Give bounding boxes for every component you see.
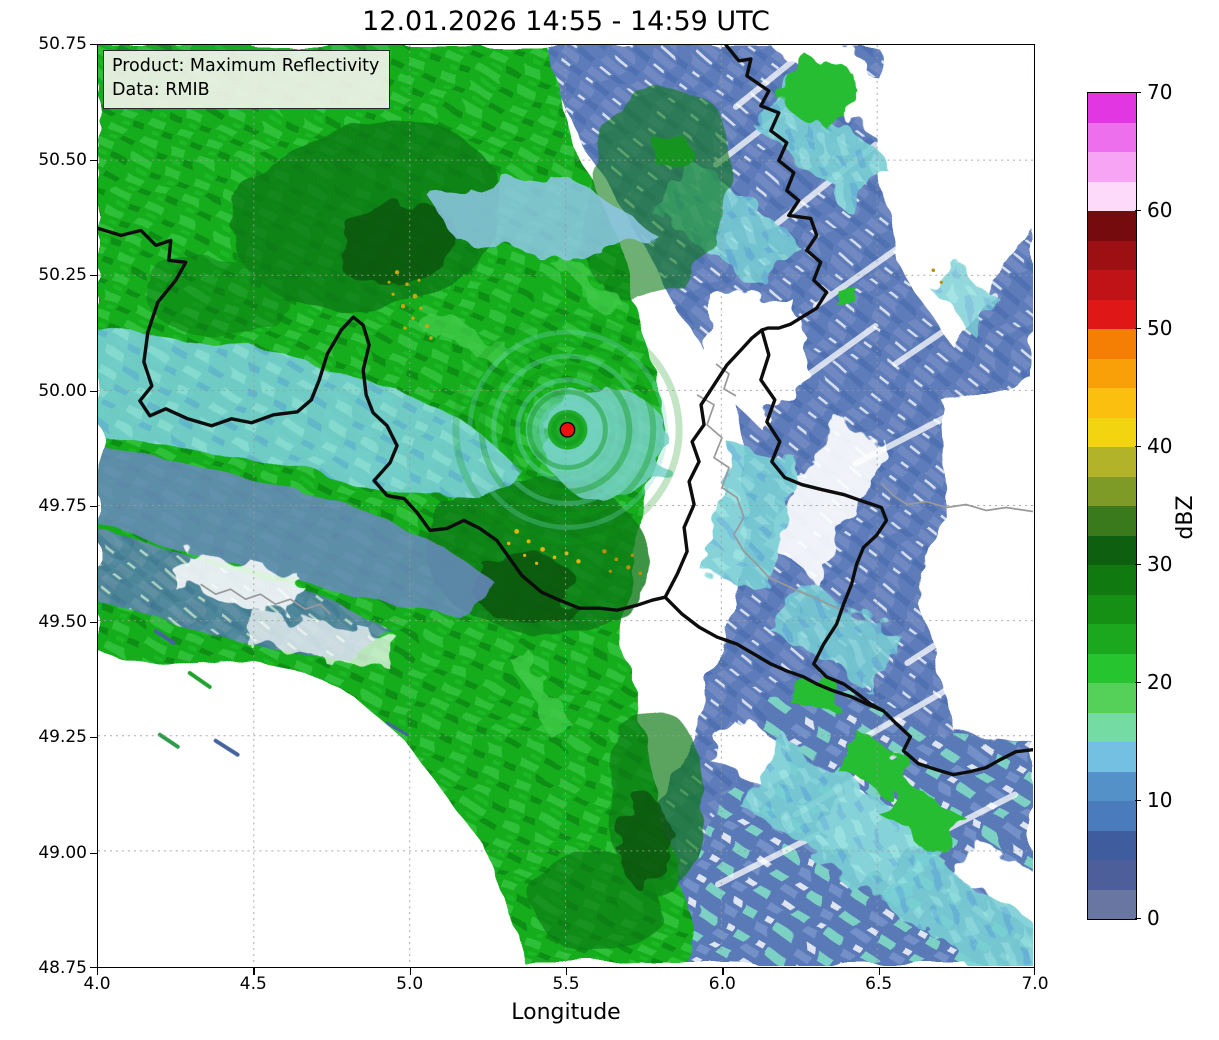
colorbar-tick-mark	[1135, 800, 1141, 802]
colorbar-segment	[1088, 742, 1136, 772]
border-belgium-luxembourg	[663, 328, 764, 599]
colorbar-gradient	[1087, 92, 1137, 920]
x-tick-label: 6.5	[865, 974, 893, 994]
x-tick-label: 4.0	[83, 974, 111, 994]
colorbar-segment	[1088, 624, 1136, 654]
colorbar-tick-label: 20	[1147, 670, 1173, 694]
x-tick-mark	[722, 968, 724, 975]
colorbar-segment	[1088, 447, 1136, 477]
colorbar-tick-label: 10	[1147, 788, 1173, 812]
y-tick-label: 49.00	[38, 842, 87, 863]
cyan-patches	[651, 79, 1033, 966]
x-tick-label: 5.0	[396, 974, 424, 994]
clutter-streaks	[153, 629, 409, 757]
national-borders	[98, 45, 1033, 777]
colorbar-tick-mark	[1135, 564, 1141, 566]
y-tick-label: 50.75	[38, 34, 87, 54]
y-tick-label: 49.50	[38, 611, 87, 632]
colorbar-segment	[1088, 299, 1136, 329]
y-tick-label: 49.25	[38, 727, 87, 747]
data-source-line: Data: RMIB	[112, 79, 210, 100]
colorbar-segment	[1088, 653, 1136, 683]
colorbar-tick-label: 60	[1147, 198, 1173, 222]
product-annotation-box: Product: Maximum Reflectivity Data: RMIB	[103, 50, 391, 110]
x-tick-mark	[878, 968, 881, 975]
colorbar-segment	[1088, 712, 1136, 742]
colorbar-segment	[1088, 683, 1136, 713]
colorbar-segment	[1088, 358, 1136, 388]
x-tick-label: 7.0	[1021, 974, 1049, 994]
x-tick-mark	[97, 968, 99, 975]
product-line: Product: Maximum Reflectivity	[112, 56, 380, 76]
colorbar-tick-label: 70	[1147, 80, 1173, 104]
y-tick-label: 50.25	[38, 265, 87, 285]
colorbar-segment	[1088, 535, 1136, 565]
radar-map: Product: Maximum Reflectivity Data: RMIB	[97, 44, 1035, 968]
y-tick-mark	[90, 506, 97, 508]
x-tick-label: 4.5	[239, 974, 267, 994]
y-tick-label: 50.50	[38, 149, 87, 170]
y-tick-mark	[90, 44, 97, 46]
colorbar-segment	[1088, 771, 1136, 801]
colorbar-segment	[1088, 240, 1136, 270]
colorbar-segment	[1088, 152, 1136, 182]
y-tick-label: 50.00	[38, 380, 87, 401]
border-france-luxembourg	[663, 595, 886, 713]
y-tick-mark	[90, 275, 97, 277]
colorbar-tick-mark	[1135, 918, 1141, 920]
heavy-cell-speckles	[387, 268, 943, 576]
colorbar-segment	[1088, 565, 1136, 595]
reflectivity-field	[98, 45, 1033, 966]
y-tick-label: 49.75	[38, 496, 87, 516]
colorbar-tick-mark	[1135, 682, 1141, 684]
colorbar-segment	[1088, 860, 1136, 890]
x-tick-label: 6.0	[708, 974, 736, 994]
colorbar-tick-mark	[1135, 446, 1141, 448]
radar-site-marker	[559, 421, 576, 438]
colorbar-segment	[1088, 830, 1136, 860]
colorbar-tick-label: 0	[1147, 906, 1160, 930]
colorbar-segment	[1088, 476, 1136, 506]
colorbar-segment	[1088, 122, 1136, 152]
y-tick-mark	[90, 737, 97, 739]
border-france-belgium	[98, 226, 667, 612]
colorbar-segment	[1088, 801, 1136, 831]
colorbar-segment	[1088, 329, 1136, 359]
colorbar-tick-mark	[1135, 92, 1141, 94]
colorbar-segment	[1088, 181, 1136, 211]
border-germany	[724, 45, 1033, 777]
x-tick-label: 5.5	[552, 974, 580, 994]
colorbar-tick-label: 40	[1147, 434, 1173, 458]
x-tick-mark	[1033, 968, 1035, 975]
x-tick-mark	[409, 968, 412, 975]
colorbar-segment	[1088, 889, 1136, 919]
x-tick-mark	[253, 968, 255, 975]
colorbar-segment	[1088, 211, 1136, 241]
y-tick-mark	[90, 390, 97, 392]
y-tick-mark	[90, 852, 97, 854]
colorbar-tick-label: 30	[1147, 552, 1173, 576]
colorbar-segment	[1088, 417, 1136, 447]
y-tick-mark	[90, 159, 97, 161]
y-tick-mark	[90, 966, 97, 968]
colorbar-segment	[1088, 506, 1136, 536]
colorbar-tick-mark	[1135, 328, 1141, 330]
y-tick-label: 48.75	[38, 958, 87, 978]
colorbar-tick-mark	[1135, 210, 1141, 212]
page-title: 12.01.2026 14:55 - 14:59 UTC	[362, 6, 770, 37]
colorbar-axis-label: dBZ	[1173, 495, 1199, 540]
regional-borders	[200, 363, 1033, 615]
colorbar-segment	[1088, 388, 1136, 418]
colorbar-segment	[1088, 270, 1136, 300]
colorbar-segment	[1088, 93, 1136, 123]
colorbar-tick-label: 50	[1147, 316, 1173, 340]
y-tick-mark	[90, 621, 97, 623]
colorbar-segment	[1088, 594, 1136, 624]
x-tick-mark	[566, 968, 568, 975]
main-rain-mass	[98, 45, 731, 966]
x-axis-label: Longitude	[511, 1000, 621, 1025]
